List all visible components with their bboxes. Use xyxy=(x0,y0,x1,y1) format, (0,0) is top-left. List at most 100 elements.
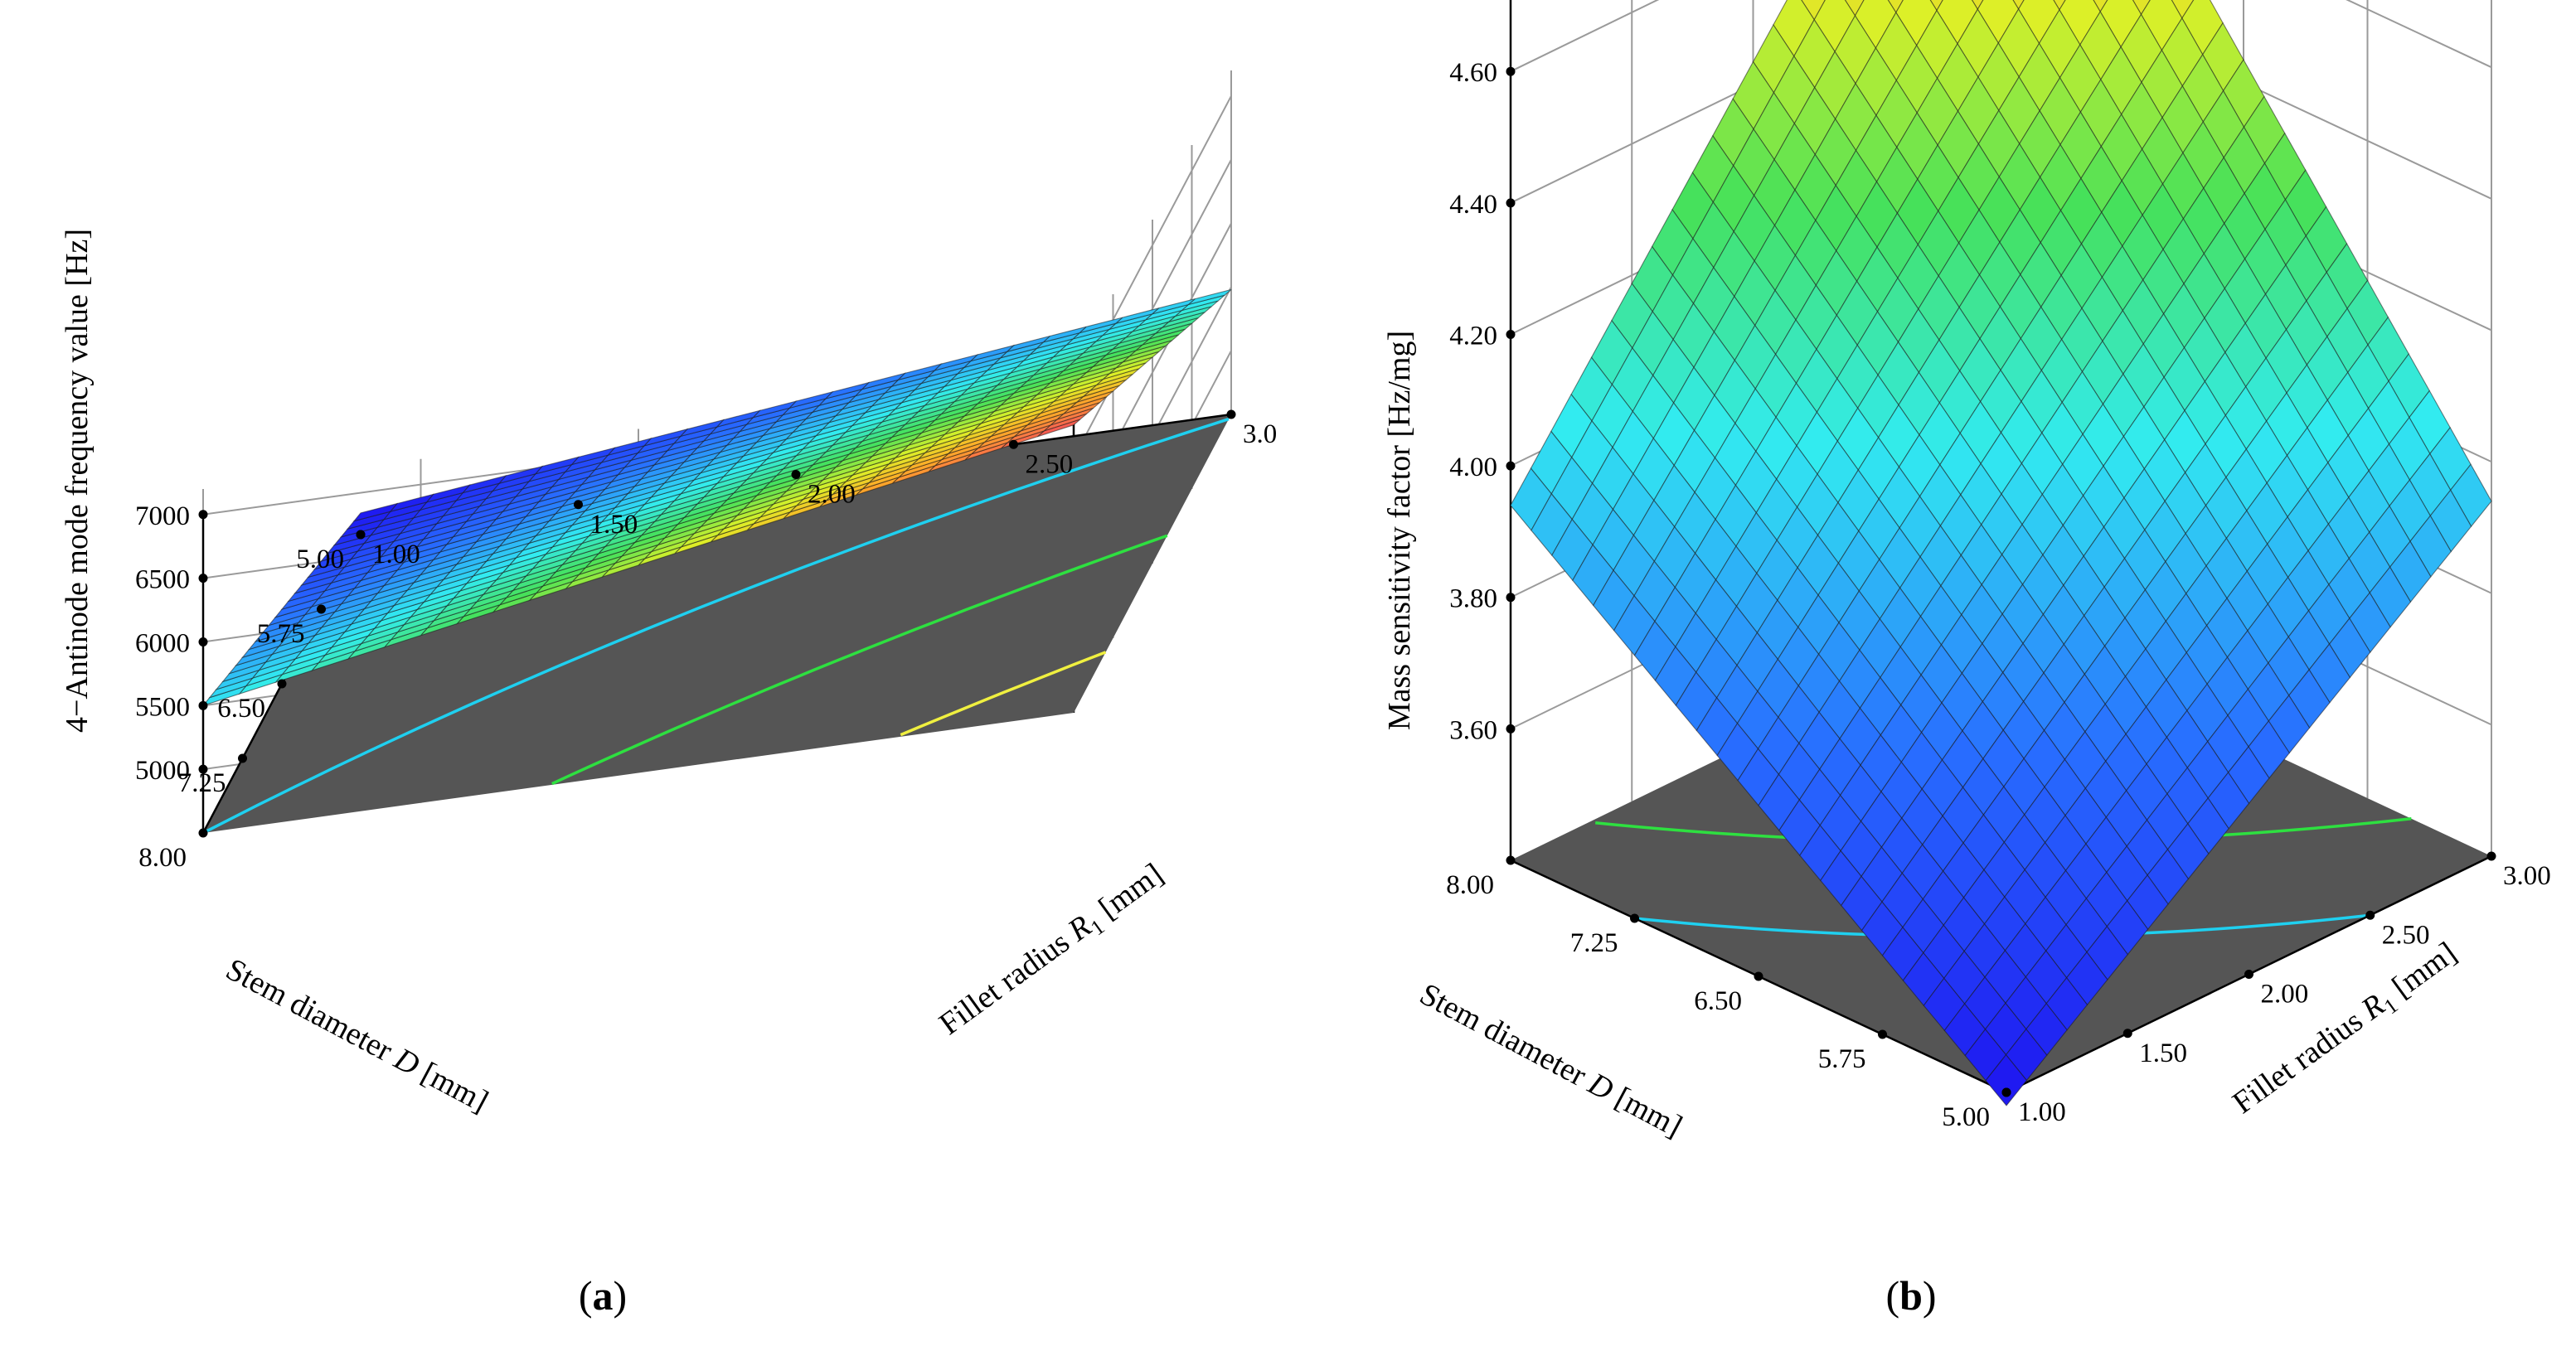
z-tick-label: 4.60 xyxy=(1449,58,1497,88)
z-tick-label: 4.00 xyxy=(1449,453,1497,482)
z-tick-mark xyxy=(1506,593,1516,603)
y-tick-label: 5.75 xyxy=(1818,1044,1866,1074)
y-tick-label: 8.00 xyxy=(138,843,187,873)
surface-patch xyxy=(2012,0,2025,11)
y-tick-mark xyxy=(356,530,366,540)
y-axis-label: Stem diameter D [mm] xyxy=(1414,976,1688,1144)
surface-patch xyxy=(1929,0,1943,12)
panel-label-paren: ) xyxy=(1923,1272,1937,1319)
y-tick-label: 6.50 xyxy=(1694,986,1742,1016)
x-tick-mark xyxy=(791,470,801,479)
x-tick-label: 2.00 xyxy=(808,480,856,510)
y-tick-mark xyxy=(317,604,326,614)
chart-panel-a: 5000 5500 6000 6500 7000 1.00 1.50 2.00 2.50 3.0 5… xyxy=(60,70,1277,1319)
surface-patch xyxy=(1887,0,1904,14)
z-tick-label: 3.60 xyxy=(1449,715,1497,745)
y-tick-label: 7.25 xyxy=(1570,928,1618,958)
panel-label-paren: ( xyxy=(579,1272,593,1319)
x-tick-mark xyxy=(1226,409,1236,419)
panel-label-letter: a xyxy=(593,1272,614,1319)
gridline-z xyxy=(1073,159,1232,459)
y-tick-mark xyxy=(1878,1029,1887,1039)
z-tick-label: 5000 xyxy=(135,756,190,786)
panel-label-paren: ( xyxy=(1885,1272,1899,1319)
z-tick-mark xyxy=(198,637,208,646)
y-axis-label-text: Stem diameter xyxy=(1414,976,1599,1097)
x-tick-label: 1.00 xyxy=(372,540,420,569)
gridline-z xyxy=(1510,0,1660,73)
x-axis-label-text: Fillet radius xyxy=(933,920,1082,1042)
x-axis-label-text: Fillet radius xyxy=(2226,999,2375,1121)
z-tick-mark xyxy=(1506,329,1516,339)
z-tick-mark xyxy=(198,764,208,774)
z-tick-mark xyxy=(198,574,208,583)
y-tick-mark xyxy=(1630,913,1639,923)
x-tick-mark xyxy=(1009,439,1018,449)
x-tick-mark xyxy=(2122,1029,2132,1039)
surface xyxy=(201,288,1232,707)
x-tick-mark xyxy=(2365,910,2375,920)
y-tick-mark xyxy=(2001,1087,2011,1097)
x-tick-label: 1.00 xyxy=(2018,1097,2066,1127)
z-tick-mark xyxy=(198,700,208,710)
x-tick-mark xyxy=(2244,970,2253,979)
y-tick-label: 5.75 xyxy=(257,619,305,649)
z-axis-label: 4−Antinode mode frequency value [Hz] xyxy=(60,229,95,733)
surface-patch xyxy=(2053,0,2066,11)
surface-patch xyxy=(1801,0,1826,21)
z-tick-mark xyxy=(1506,198,1516,208)
x-tick-label: 3.00 xyxy=(2503,861,2551,891)
surface-patch xyxy=(1971,0,1984,11)
x-tick-label: 1.50 xyxy=(2139,1039,2187,1068)
y-tick-label: 6.50 xyxy=(217,694,265,724)
x-tick-label: 1.50 xyxy=(590,510,638,540)
y-tick-mark xyxy=(198,828,208,838)
surface xyxy=(1510,0,2492,1106)
surface-patch xyxy=(2171,0,2195,20)
y-tick-label: 7.25 xyxy=(178,768,226,798)
z-tick-label: 5500 xyxy=(135,692,190,722)
z-tick-mark xyxy=(1506,66,1516,76)
panel-label-paren: ) xyxy=(614,1272,628,1319)
y-axis-label-unit: [mm] xyxy=(1603,1077,1688,1144)
panel-label: (b) xyxy=(1885,1272,1936,1319)
x-tick-label: 2.00 xyxy=(2261,980,2309,1010)
y-tick-mark xyxy=(277,679,287,689)
x-tick-mark xyxy=(2486,851,2496,861)
y-tick-mark xyxy=(1506,855,1516,865)
contour-line xyxy=(551,534,1168,786)
z-tick-label: 4.40 xyxy=(1449,190,1497,220)
gridline-z xyxy=(2346,0,2492,69)
surface-patch xyxy=(2093,0,2108,13)
y-axis-label-unit: [mm] xyxy=(409,1052,494,1119)
surface-patch xyxy=(1844,0,1865,17)
floor-plane xyxy=(203,414,1231,833)
y-tick-label: 8.00 xyxy=(1446,870,1494,900)
y-tick-mark xyxy=(1754,971,1763,981)
z-tick-label: 6500 xyxy=(135,565,190,595)
panel-label-letter: b xyxy=(1899,1272,1923,1319)
z-axis-label: Mass sensitivity factor [Hz/mg] xyxy=(1382,331,1417,730)
x-axis-label: Fillet radius R1 [mm] xyxy=(933,857,1172,1045)
contour-line xyxy=(900,651,1107,737)
chart-panel-b: 3.603.804.004.204.404.604.805.001.001.50… xyxy=(1382,0,2551,1319)
x-tick-label: 2.50 xyxy=(1026,449,1074,479)
x-tick-label: 2.50 xyxy=(2382,920,2430,950)
z-tick-mark xyxy=(198,510,208,520)
z-tick-label: 6000 xyxy=(135,628,190,658)
z-tick-mark xyxy=(1506,461,1516,471)
x-tick-label: 3.0 xyxy=(1243,419,1277,449)
y-tick-mark xyxy=(238,753,247,763)
surface-patch xyxy=(1985,1053,2028,1106)
panel-label: (a) xyxy=(579,1272,627,1319)
y-axis-label-text: Stem diameter xyxy=(221,951,405,1072)
surface-patch xyxy=(2132,0,2151,16)
y-tick-label: 5.00 xyxy=(296,545,344,574)
y-tick-label: 5.00 xyxy=(1942,1102,1990,1132)
z-tick-label: 7000 xyxy=(135,501,190,531)
z-tick-mark xyxy=(1506,724,1516,734)
y-axis-label: Stem diameter D [mm] xyxy=(221,951,494,1119)
z-tick-label: 3.80 xyxy=(1449,584,1497,614)
z-tick-label: 4.20 xyxy=(1449,321,1497,351)
